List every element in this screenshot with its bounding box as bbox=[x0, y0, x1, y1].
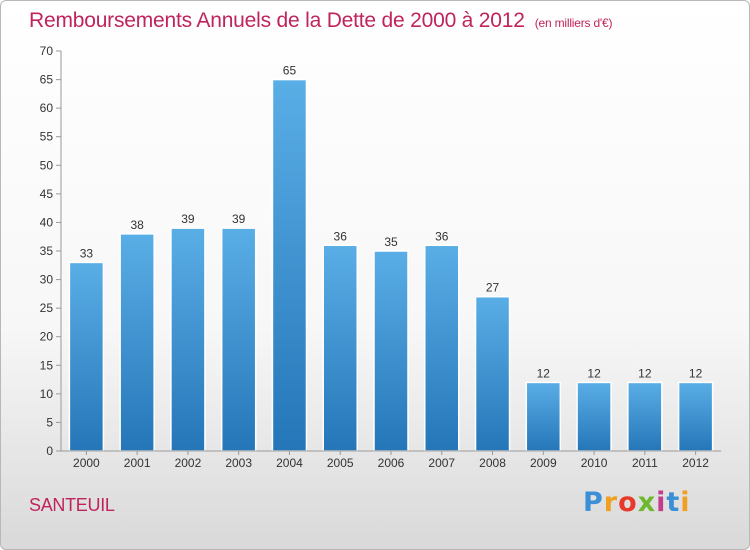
x-tick-label: 2008 bbox=[479, 456, 506, 470]
bar-value-label: 38 bbox=[130, 218, 144, 232]
bar bbox=[525, 381, 562, 452]
bar bbox=[627, 381, 663, 452]
logo-letter: r bbox=[603, 487, 619, 518]
bar bbox=[373, 250, 409, 452]
bar-value-label: 36 bbox=[334, 229, 348, 243]
bar bbox=[677, 381, 714, 452]
bar-value-label: 12 bbox=[587, 366, 601, 380]
y-axis: 0 5 10 15 20 25 30 35 40 45 50 55 60 65 70 bbox=[40, 44, 62, 458]
bar bbox=[474, 295, 511, 452]
bar-value-label: 35 bbox=[384, 235, 398, 249]
x-tick-label: 2012 bbox=[682, 456, 709, 470]
x-tick-label: 2009 bbox=[530, 456, 557, 470]
x-tick-label: 2007 bbox=[428, 456, 455, 470]
y-tick-label: 35 bbox=[40, 244, 54, 258]
bar-value-label: 39 bbox=[181, 212, 195, 226]
bar-value-label: 39 bbox=[232, 212, 246, 226]
y-tick-label: 20 bbox=[40, 330, 54, 344]
y-tick-label: 50 bbox=[40, 158, 54, 172]
y-tick-label: 70 bbox=[40, 44, 54, 58]
y-tick-label: 40 bbox=[40, 215, 54, 229]
bar-value-label: 12 bbox=[638, 366, 652, 380]
bar bbox=[119, 233, 155, 452]
bar-value-label: 27 bbox=[486, 281, 500, 295]
logo-letter: i bbox=[680, 487, 691, 518]
x-tick-label: 2001 bbox=[124, 456, 151, 470]
y-tick-label: 10 bbox=[40, 387, 54, 401]
y-tick-label: 5 bbox=[46, 415, 53, 429]
x-tick-label: 2011 bbox=[632, 456, 658, 470]
bar bbox=[271, 78, 308, 452]
bar-value-label: 12 bbox=[689, 366, 703, 380]
y-tick-label: 15 bbox=[40, 358, 54, 372]
x-tick-label: 2004 bbox=[276, 456, 303, 470]
bar-value-label: 36 bbox=[435, 229, 449, 243]
y-tick-label: 25 bbox=[40, 301, 54, 315]
proxiti-logo: Proxiti bbox=[583, 487, 691, 518]
x-axis: 2000 2001 2002 2003 2004 2005 2006 2007 2008 2009… bbox=[61, 450, 721, 470]
chart-title-text: Remboursements Annuels de la Dette de 20… bbox=[29, 9, 525, 32]
logo-letter: o bbox=[618, 487, 638, 518]
logo-letter: i bbox=[656, 487, 667, 518]
bars-group: 33 38 39 39 65 36 35 36 27 12 12 12 12 bbox=[68, 64, 714, 452]
bar bbox=[170, 227, 206, 452]
bar bbox=[424, 244, 460, 452]
logo-letter: t bbox=[666, 487, 681, 518]
y-tick-label: 65 bbox=[40, 73, 54, 87]
bar bbox=[68, 261, 105, 452]
x-tick-label: 2010 bbox=[581, 456, 608, 470]
x-tick-label: 2000 bbox=[73, 456, 100, 470]
y-tick-label: 0 bbox=[46, 444, 53, 458]
bar bbox=[220, 227, 257, 452]
bar bbox=[322, 244, 358, 452]
logo-letter: x bbox=[637, 487, 657, 518]
bar-value-label: 12 bbox=[537, 366, 551, 380]
x-tick-label: 2006 bbox=[378, 456, 405, 470]
bar-value-label: 65 bbox=[283, 64, 297, 78]
bar-value-label: 33 bbox=[80, 246, 94, 260]
x-tick-label: 2002 bbox=[175, 456, 202, 470]
y-tick-label: 30 bbox=[40, 273, 54, 287]
x-tick-label: 2005 bbox=[327, 456, 354, 470]
chart-title: Remboursements Annuels de la Dette de 20… bbox=[29, 9, 612, 33]
bar bbox=[576, 381, 612, 452]
logo-letter: P bbox=[583, 487, 604, 518]
y-tick-label: 60 bbox=[40, 101, 54, 115]
location-name: SANTEUIL bbox=[29, 495, 115, 515]
y-tick-label: 55 bbox=[40, 130, 54, 144]
y-tick-label: 45 bbox=[40, 187, 54, 201]
x-tick-label: 2003 bbox=[225, 456, 252, 470]
chart-subtitle: (en milliers d'€) bbox=[534, 16, 613, 30]
